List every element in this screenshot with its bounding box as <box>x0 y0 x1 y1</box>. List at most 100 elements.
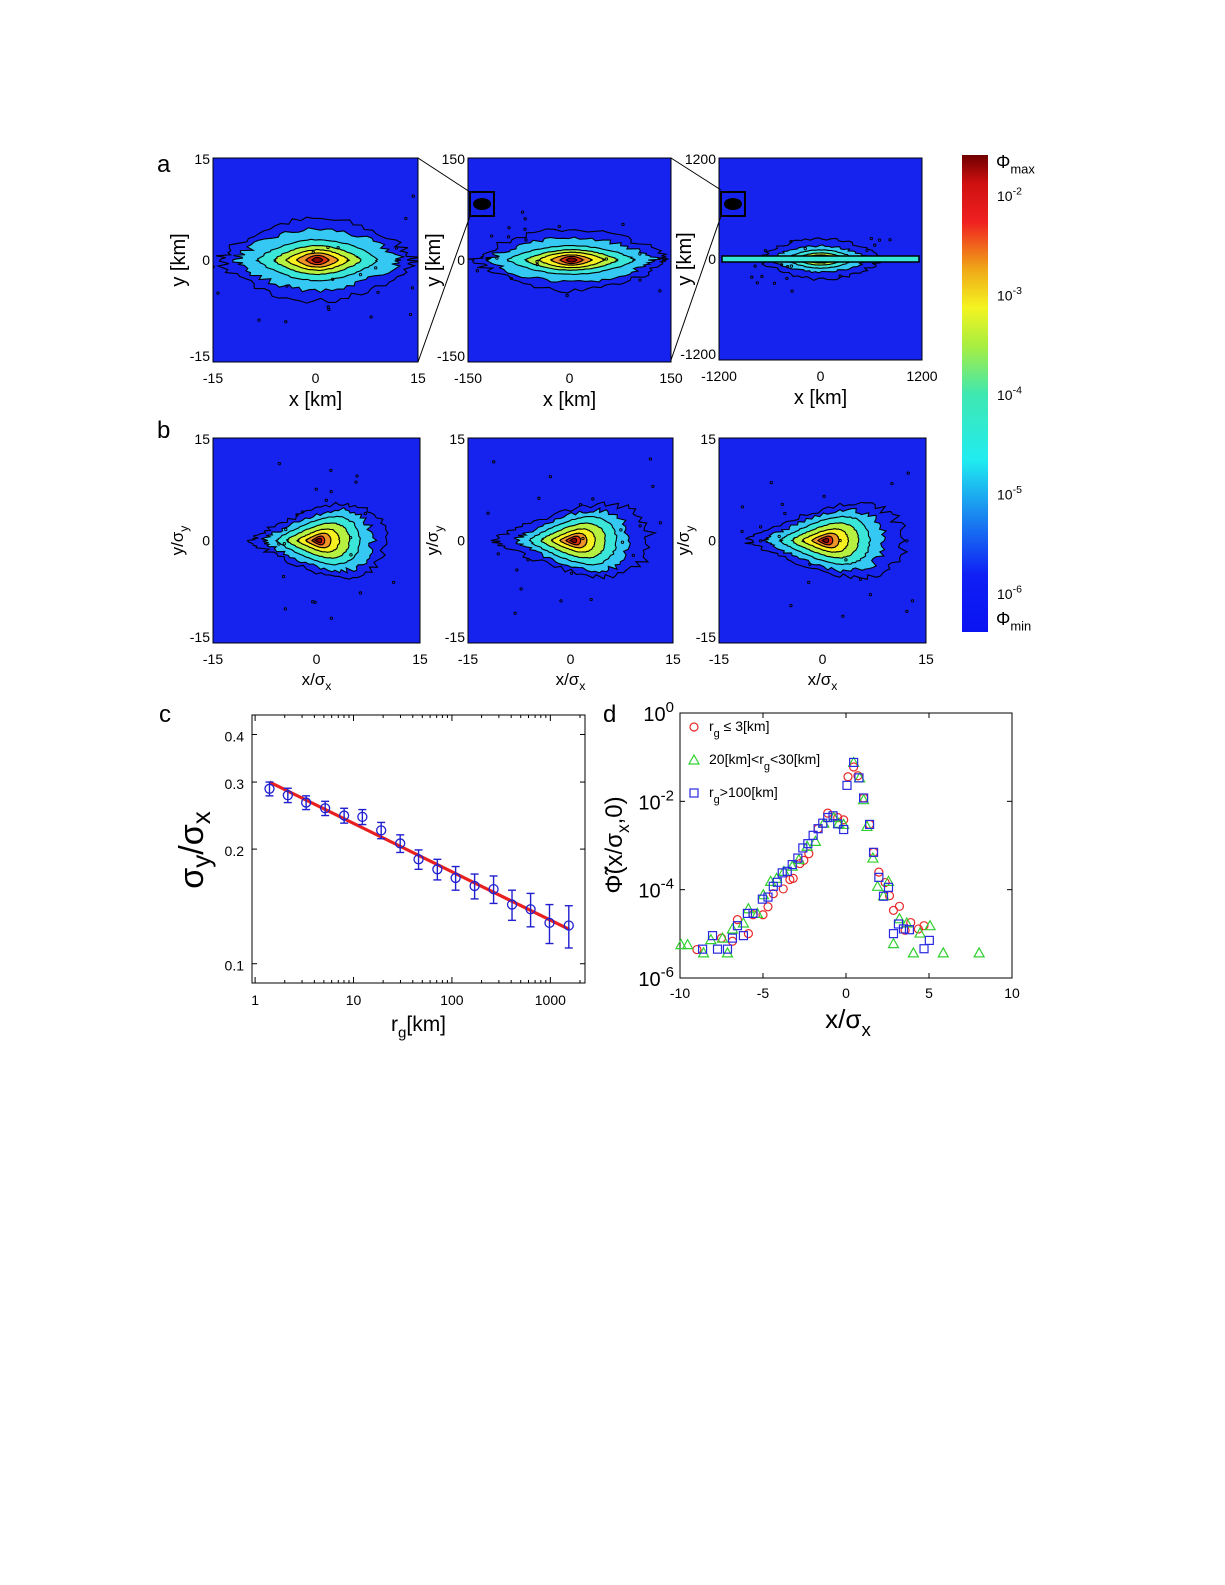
legend-item: 20[km]<rg<30[km] <box>687 751 820 773</box>
data-point <box>742 908 752 919</box>
contour-speck <box>777 534 781 539</box>
contour-speck <box>495 256 499 260</box>
contour-speck <box>376 290 380 295</box>
contour-speck <box>281 574 286 579</box>
contour-speck <box>780 502 784 507</box>
y-tick-label: 15 <box>194 151 210 167</box>
contour-level-8 <box>314 537 323 544</box>
contour-speck <box>394 246 399 250</box>
panel-label-b: b <box>157 417 170 444</box>
data-point <box>854 773 864 783</box>
contour-speck <box>507 226 511 230</box>
y-tick-label-base: 10 <box>638 881 660 903</box>
legend-marker <box>687 753 701 765</box>
contour-speck <box>509 276 513 281</box>
contour-speck <box>492 460 496 464</box>
y-axis-label-rest: ,0) <box>601 796 628 824</box>
data-point <box>722 944 733 954</box>
contour-speck <box>803 246 807 251</box>
data-point <box>748 908 758 919</box>
heatmap-a2: 150 0 -150 -150 0 150 x [km] y [km] <box>423 151 683 411</box>
contour-speck <box>329 468 333 473</box>
x-axis-label: x/σx <box>302 670 332 693</box>
data-point <box>264 783 275 794</box>
x-tick-label: 10 <box>1004 985 1020 1001</box>
contour-speck <box>841 614 845 618</box>
data-point <box>338 810 350 821</box>
y-tick-label: 100 <box>643 699 674 726</box>
x-axis-label-main: r <box>391 1013 398 1036</box>
data-point <box>860 820 873 832</box>
contour-speck <box>284 320 288 324</box>
x-tick-label: 5 <box>925 985 933 1001</box>
data-point <box>883 882 894 892</box>
data-point <box>300 797 312 808</box>
contour-speck <box>877 238 882 242</box>
data-point <box>768 889 778 899</box>
data-point <box>469 880 480 892</box>
contour-speck <box>475 269 479 273</box>
contour-speck <box>807 580 811 585</box>
y-tick-label: 150 <box>442 151 466 167</box>
data-point <box>868 847 879 857</box>
colorbar-tick-label-exp: -6 <box>1013 584 1022 596</box>
colorbar-min-label-main: Φ <box>996 609 1010 629</box>
contour-speck <box>404 216 408 221</box>
contour-speck <box>651 484 655 489</box>
y-tick-label-base: 10 <box>643 704 665 726</box>
contour-speck <box>873 243 877 247</box>
contours <box>486 457 663 615</box>
contour-speck <box>277 461 282 466</box>
data-point <box>871 880 884 891</box>
contour-speck <box>740 529 744 534</box>
y-tick-label: 1200 <box>685 151 716 167</box>
data-point <box>782 866 792 876</box>
contour-speck <box>311 250 315 255</box>
contour-speck <box>557 224 561 229</box>
data-point <box>788 873 798 883</box>
y-tick-label: 0.1 <box>225 958 245 974</box>
data-point <box>803 839 813 849</box>
contour-speck <box>905 609 909 614</box>
contour-speck <box>591 497 595 501</box>
contour-level-8 <box>311 256 324 264</box>
contour-speck <box>535 260 539 264</box>
contour-speck <box>358 591 363 595</box>
x-axis-label-sub: g <box>398 1024 406 1041</box>
contour-speck <box>760 274 764 279</box>
contour-speck <box>604 257 608 261</box>
contour-speck <box>277 542 281 546</box>
y-axis-label: Φ̃(x/σx,0) <box>601 796 633 893</box>
y-axis-label-main: y/σ <box>423 531 442 555</box>
contour-speck <box>314 487 318 491</box>
y-tick-label: -15 <box>190 629 210 645</box>
colorbar-gradient <box>962 155 988 632</box>
x-tick-label: -15 <box>203 370 223 386</box>
data-point <box>898 924 909 934</box>
data-point <box>894 901 905 911</box>
contour-speck <box>789 239 793 244</box>
contour-speck <box>329 616 333 620</box>
contour-speck <box>285 284 289 288</box>
contours <box>213 194 418 324</box>
contour-speck <box>779 263 784 267</box>
legend-label-main: r <box>709 718 714 734</box>
plot-frame <box>212 437 421 644</box>
contour-speck <box>496 552 500 556</box>
panel-label-c: c <box>159 701 171 728</box>
colorbar-tick-label-base: 10 <box>997 387 1013 403</box>
y-tick-label: -150 <box>437 348 465 364</box>
x-axis-label-sub: x <box>861 1019 871 1040</box>
contour-speck <box>868 593 873 597</box>
contour-speck <box>257 318 261 322</box>
zoom-connector-line <box>417 215 471 363</box>
colorbar-tick-label-base: 10 <box>997 487 1013 503</box>
data-point <box>681 938 694 950</box>
contour-speck <box>282 542 287 546</box>
y-label-sigma: σ <box>173 868 211 889</box>
y-tick-label: 15 <box>449 431 465 447</box>
x-tick-label: 1000 <box>535 992 566 1008</box>
x-axis-label-main: x/σ <box>825 1004 861 1034</box>
